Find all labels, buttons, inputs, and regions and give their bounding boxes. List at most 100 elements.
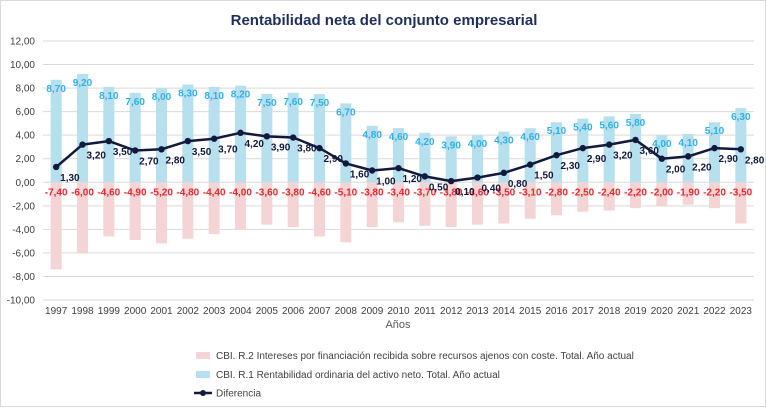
r1-bar (603, 116, 615, 183)
y-tick-label: -4,00 (12, 225, 35, 236)
r1-data-label: 8,30 (178, 89, 198, 100)
y-axis-ticks: 12,00 10,00 8,00 6,00 4,00 2,00 0,00 -2,00 -4,00… (7, 37, 36, 307)
r1-bar (366, 125, 378, 183)
chart-title: Rentabilidad neta del conjunto empresari… (231, 12, 538, 29)
r2-bar (313, 182, 326, 237)
r1-bar (392, 128, 405, 183)
r1-data-label: 4,80 (362, 130, 382, 141)
r2-data-label: -3,70 (413, 187, 436, 198)
r2-bar (366, 182, 378, 228)
r2-bar (471, 182, 484, 225)
x-tick-label: 2013 (466, 306, 489, 317)
r1-data-label: 5,60 (599, 120, 619, 131)
x-tick-label: 2011 (414, 306, 436, 317)
diferencia-point (421, 173, 429, 180)
x-tick-label: 2020 (651, 306, 674, 317)
x-tick-label: 2023 (730, 306, 753, 317)
diferencia-point (447, 177, 455, 185)
r2-data-label: -3,80 (282, 187, 305, 198)
x-tick-label: 2017 (572, 306, 595, 317)
r1-data-label: 4,60 (389, 132, 409, 143)
legend-swatch-r1 (196, 371, 210, 378)
x-tick-label: 1999 (98, 306, 121, 317)
diferencia-data-label: 2,30 (561, 161, 581, 172)
y-tick-label: -6,00 (12, 248, 35, 259)
legend-label-r2: CBI. R.2 Intereses por financiación reci… (216, 351, 634, 362)
r1-bar (524, 128, 536, 183)
x-tick-label: 2018 (598, 306, 621, 317)
diferencia-point (79, 141, 86, 148)
r2-bar (629, 182, 642, 209)
r2-bar (103, 182, 115, 237)
r2-data-label: -5,10 (334, 187, 357, 198)
y-tick-label: 4,00 (16, 131, 36, 142)
r2-data-label: -2,20 (624, 187, 647, 198)
r2-bar (76, 182, 89, 253)
r2-data-label: -4,60 (97, 187, 120, 198)
r2-bar (524, 182, 536, 219)
r1-data-label: 7,60 (283, 97, 303, 108)
r1-bar (498, 131, 510, 183)
x-tick-label: 2021 (677, 306, 700, 317)
x-tick-label: 2008 (335, 306, 358, 317)
diferencia-data-label: 4,20 (245, 139, 265, 150)
diferencia-data-label: 3,50 (113, 147, 133, 158)
r2-data-label: -3,60 (255, 187, 278, 198)
x-tick-label: 1997 (45, 306, 68, 317)
r1-data-label: 4,00 (652, 139, 672, 150)
y-tick-label: 6,00 (16, 107, 36, 118)
r2-bar (208, 182, 220, 235)
r1-bar (182, 84, 194, 183)
diferencia-point (184, 137, 192, 145)
x-axis-ticks: 1997 1998 1999 2000 2001 2002 2003 2004 2005 2006… (45, 306, 752, 317)
diferencia-data-label: 2,00 (666, 165, 686, 176)
r1-bar (708, 122, 721, 183)
r2-bar (287, 182, 299, 228)
legend-label-diferencia: Diferencia (216, 389, 261, 400)
diferencia-data-label: 1,60 (350, 169, 370, 180)
diferencia-point (500, 169, 508, 177)
y-tick-label: 0,00 (16, 178, 36, 189)
x-tick-label: 2006 (282, 306, 305, 317)
r1-bar (340, 103, 352, 183)
r2-bar (603, 182, 615, 211)
x-tick-label: 2022 (703, 306, 726, 317)
r1-bar (735, 108, 747, 183)
y-tick-label: 10,00 (10, 60, 35, 71)
x-tick-label: 2016 (545, 306, 568, 317)
data-labels: 8,70 9,20 8,10 7,60 8,00 8,30 8,10 8,20 7,50 7,60… (45, 78, 765, 198)
x-axis-label: Años (385, 319, 411, 331)
diferencia-data-label: 3,90 (271, 142, 291, 153)
r2-bar (340, 182, 352, 243)
r2-data-label: -3,80 (361, 187, 384, 198)
y-tick-label: -2,00 (12, 201, 35, 212)
diferencia-point (711, 144, 718, 152)
diferencia-point (368, 167, 376, 174)
diferencia-data-label: 1,50 (534, 171, 554, 182)
r2-data-label: -3,50 (729, 187, 752, 198)
diferencia-point (210, 135, 218, 142)
r1-data-label: 8,20 (231, 90, 251, 101)
diferencia-point (579, 144, 587, 152)
r2-bar (682, 182, 694, 205)
x-tick-label: 2009 (361, 306, 384, 317)
r2-bar (656, 182, 668, 206)
diferencia-data-label: 2,90 (324, 154, 344, 165)
r2-data-label: -3,80 (440, 187, 463, 198)
r2-bar (261, 182, 273, 225)
r2-data-label: -2,20 (703, 187, 726, 198)
diferencia-point (52, 163, 60, 171)
r2-bar (392, 182, 405, 223)
r2-data-label: -4,40 (203, 187, 226, 198)
r1-bar (50, 79, 62, 183)
diferencia-point (158, 146, 165, 153)
x-tick-label: 2003 (203, 306, 226, 317)
diferencia-data-label: 3,50 (192, 147, 212, 158)
r1-bar (629, 113, 642, 183)
diferencia-point (474, 174, 481, 181)
diferencia-point (684, 153, 692, 160)
x-tick-label: 2014 (493, 306, 516, 317)
r1-data-label: 7,50 (257, 98, 277, 109)
r2-data-label: -6,00 (71, 187, 94, 198)
